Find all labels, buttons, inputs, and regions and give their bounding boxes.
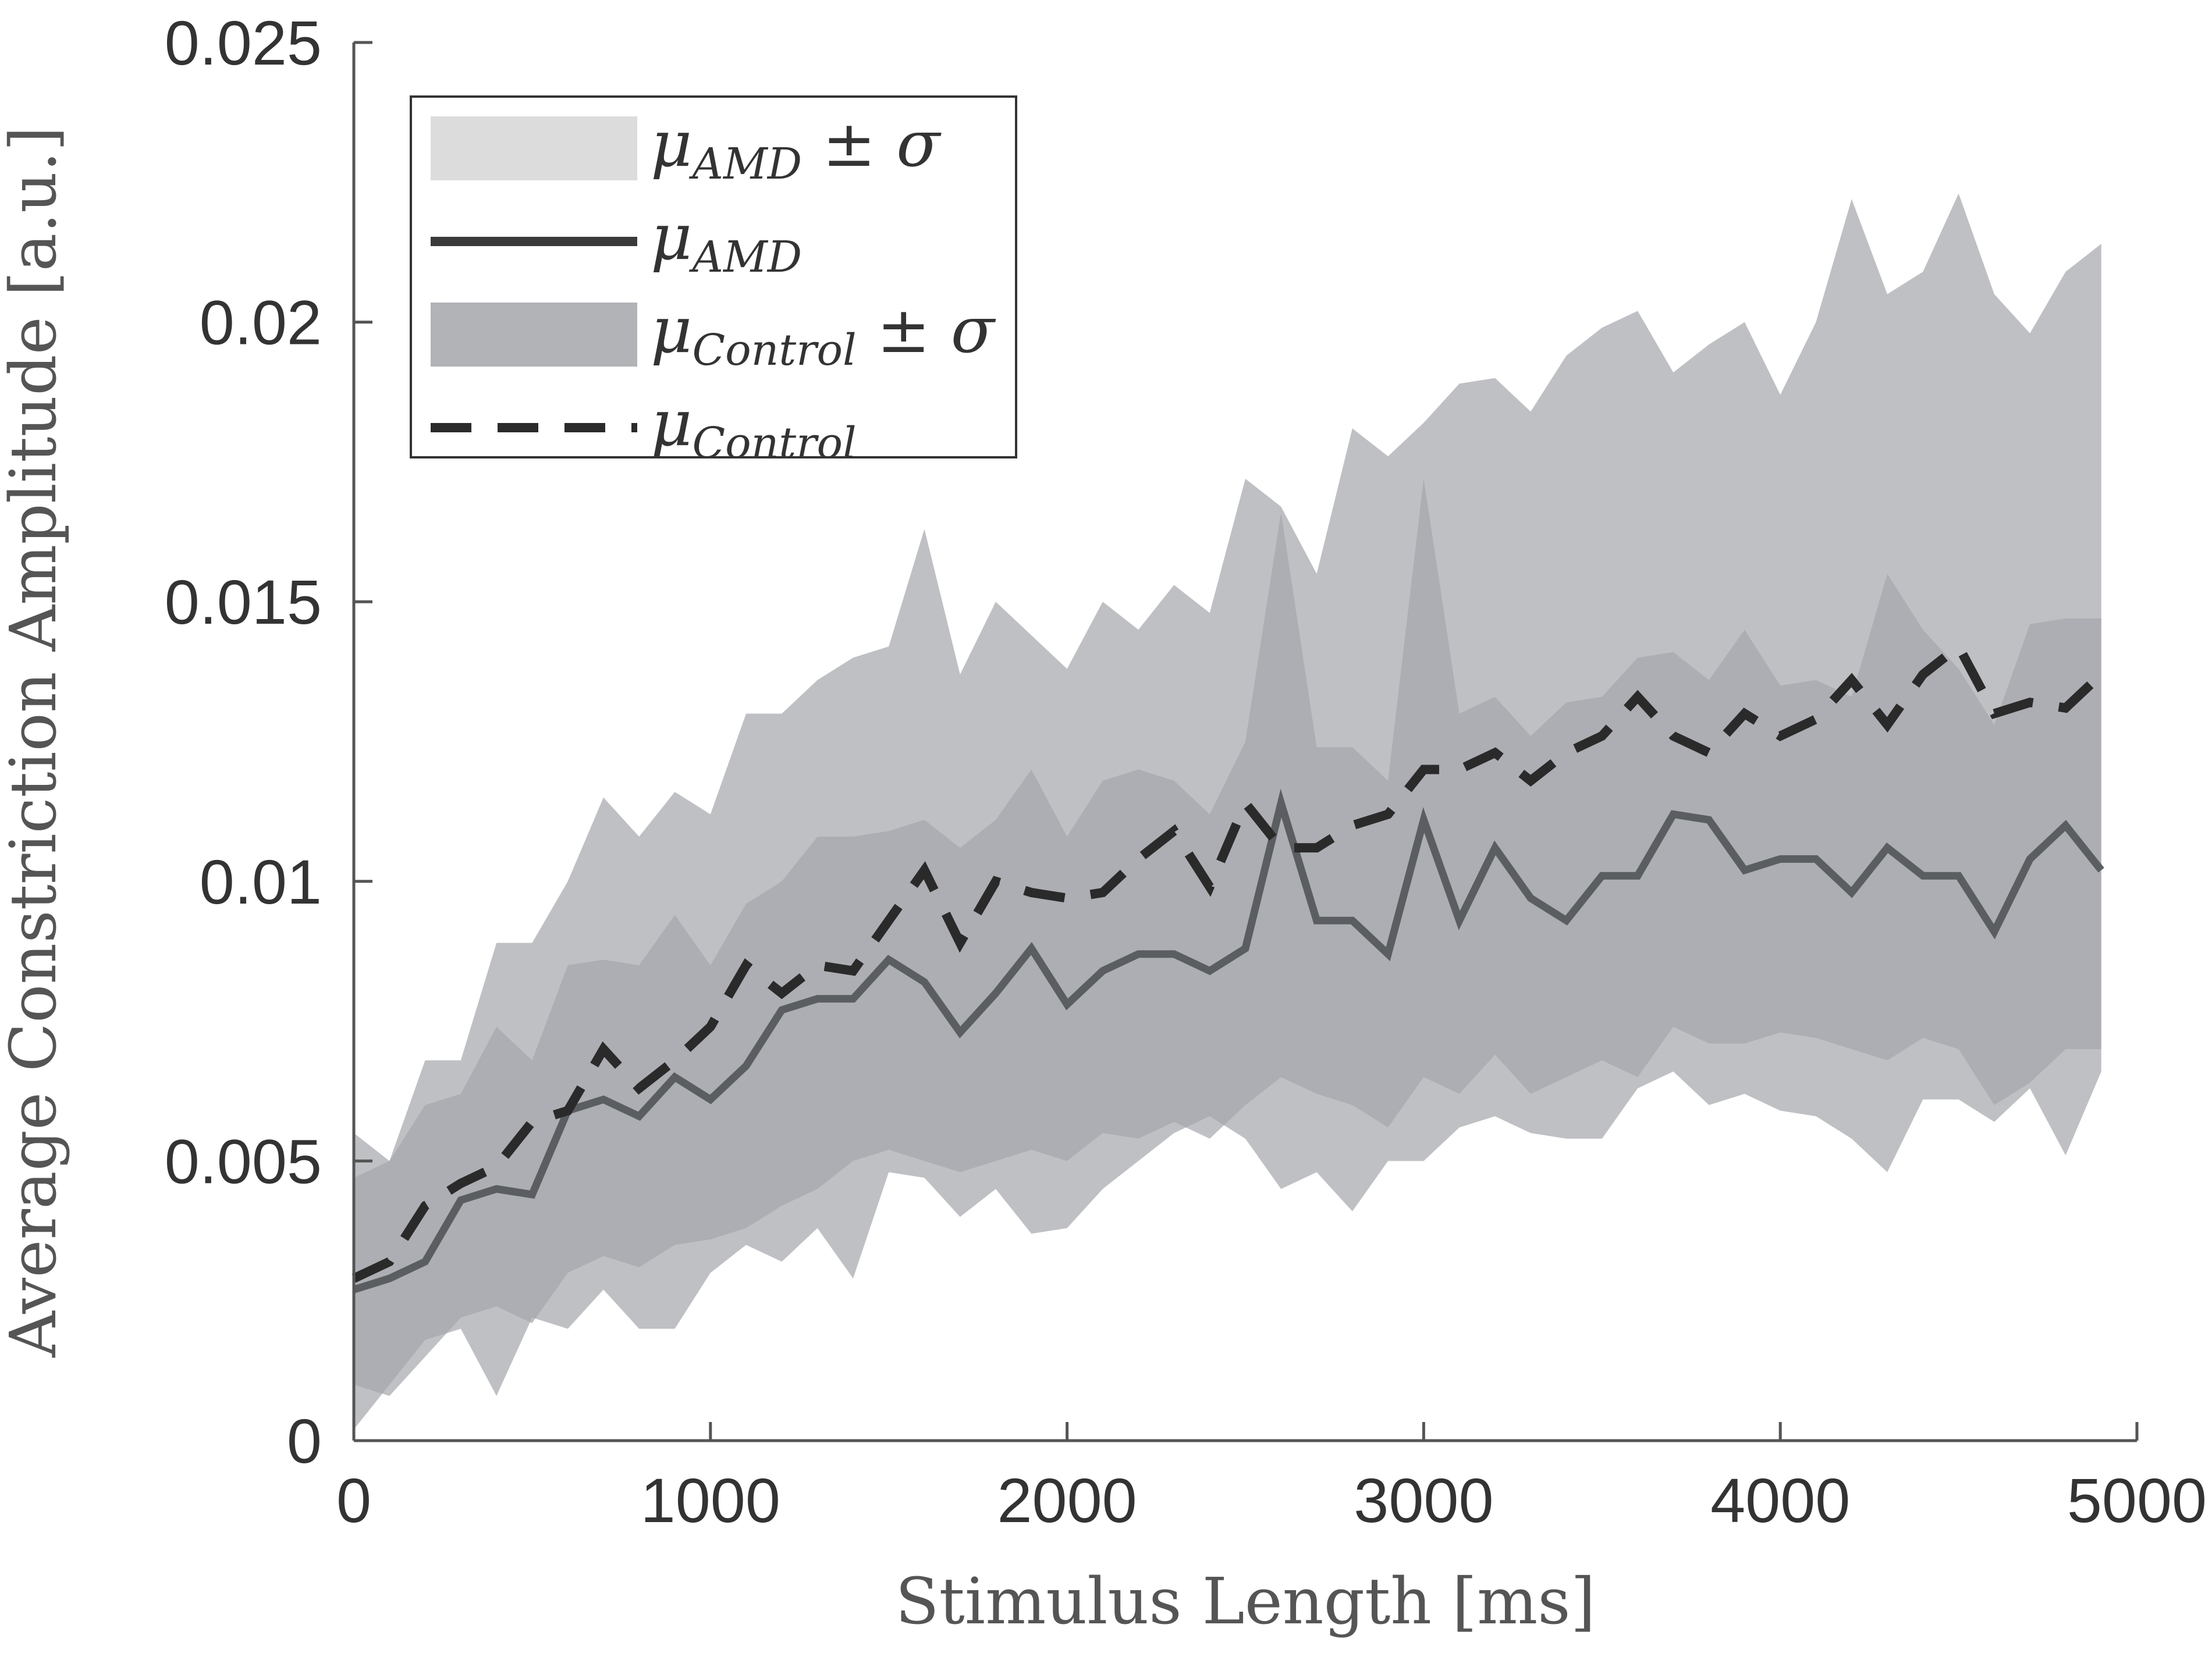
x-tick-label: 0 — [336, 1465, 371, 1535]
x-tick-label: 1000 — [641, 1465, 780, 1535]
legend-label: μAMD ± σ — [651, 106, 942, 189]
plot-area — [351, 193, 2105, 1430]
x-tick-label: 2000 — [997, 1465, 1137, 1535]
y-tick-label: 0 — [287, 1406, 322, 1476]
y-tick-label: 0.025 — [165, 8, 322, 78]
legend: μAMD ± σ μAMD μControl ± σ μControl — [410, 95, 1017, 468]
line-control — [351, 639, 2105, 1283]
x-tick-label: 4000 — [1710, 1465, 1850, 1535]
y-axis-label: Average Constriction Amplitude [a.u.] — [0, 126, 70, 1358]
y-tick-label: 0.02 — [200, 287, 322, 358]
legend-label: μAMD — [651, 200, 802, 282]
axes: 0 1000 2000 3000 4000 5000 0 0.005 0.01 0.015 0.02… — [165, 8, 2207, 1535]
line-amd — [353, 788, 2104, 1293]
band-amd — [354, 478, 2101, 1396]
legend-swatch-band — [431, 303, 637, 367]
x-axis-label: Stimulus Length [ms] — [895, 1564, 1595, 1638]
y-tick-label: 0.005 — [165, 1126, 322, 1196]
legend-label: μControl ± σ — [651, 293, 996, 375]
x-tick-label: 5000 — [2067, 1465, 2207, 1535]
legend-swatch-band — [431, 116, 637, 180]
legend-label: μControl — [651, 386, 857, 468]
y-tick-label: 0.01 — [200, 847, 322, 917]
y-tick-label: 0.015 — [165, 567, 322, 637]
x-tick-label: 3000 — [1354, 1465, 1493, 1535]
